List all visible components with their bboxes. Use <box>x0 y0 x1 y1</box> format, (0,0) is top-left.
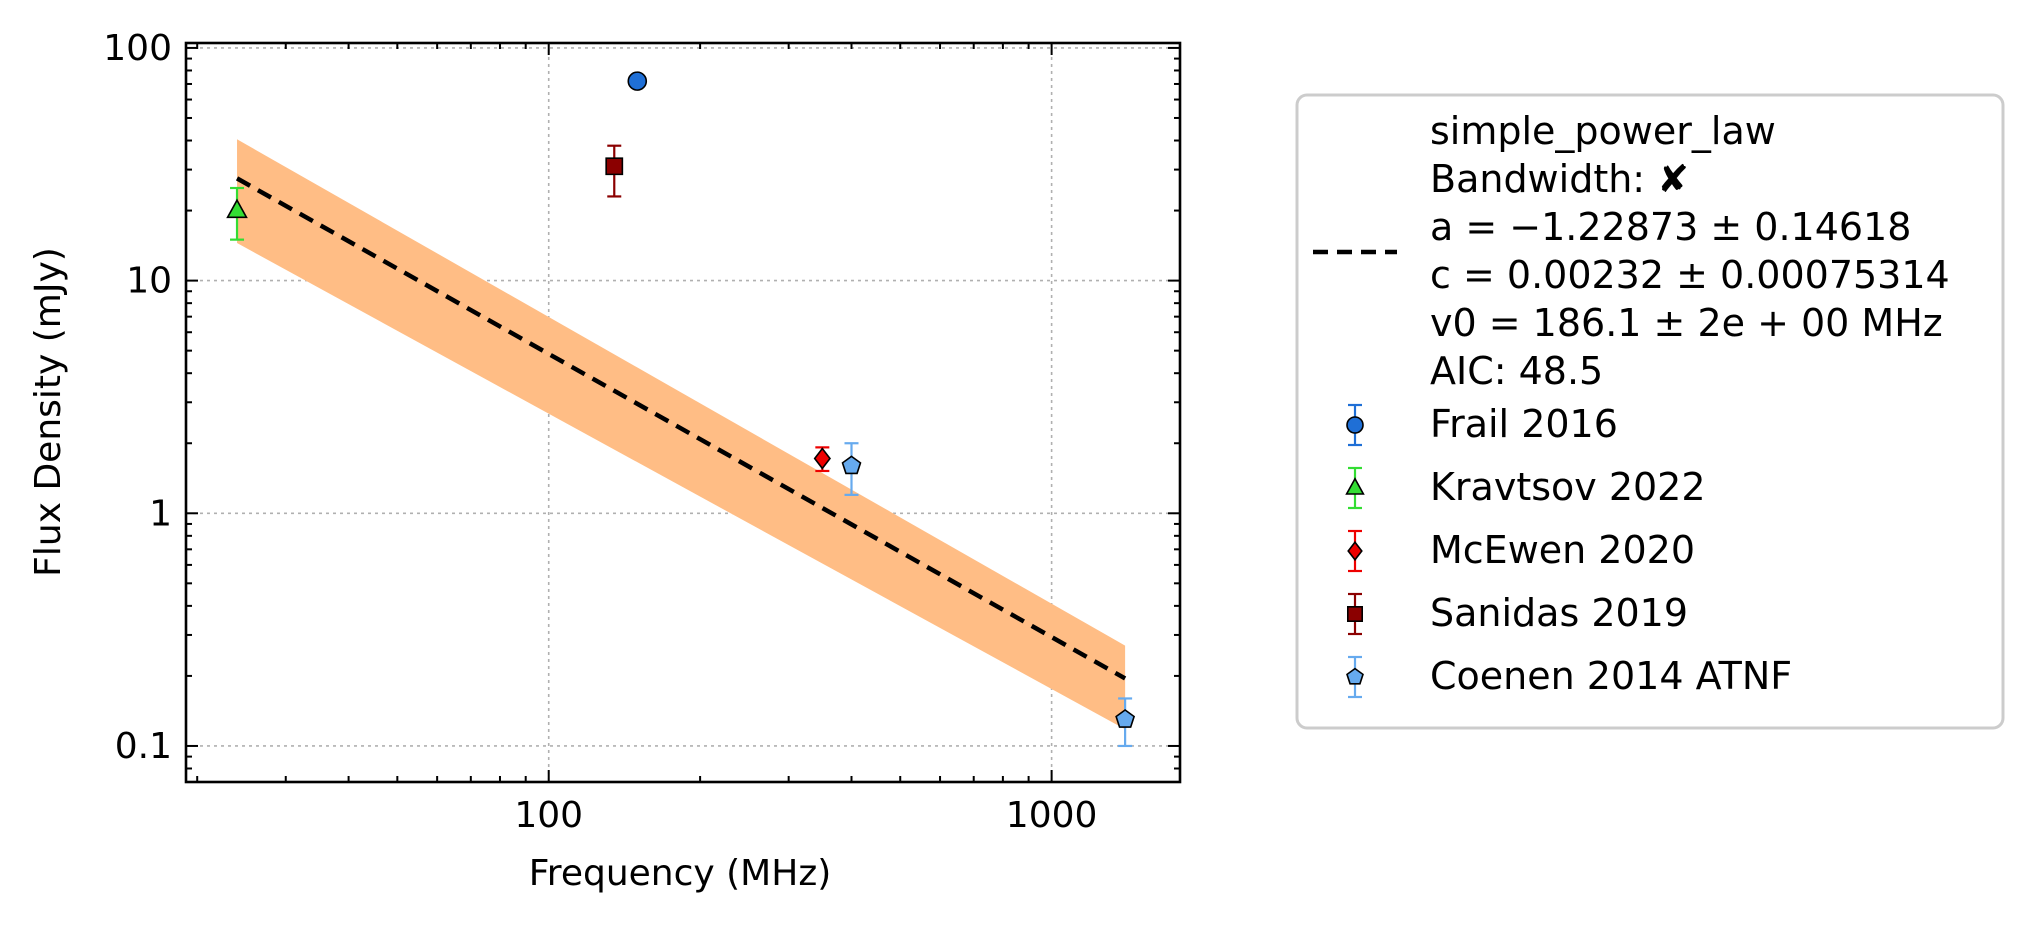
plot-frame <box>184 41 1182 784</box>
fit-uncertainty-band <box>237 139 1126 730</box>
data-point-frail-2016 <box>627 71 648 91</box>
data-point-mcewen-2020 <box>813 447 831 470</box>
legend-label-mcewen-2020: McEwen 2020 <box>1430 528 1695 572</box>
fit-line-group <box>235 176 1127 681</box>
legend-fit-text-line: Bandwidth: ✘ <box>1430 157 1689 201</box>
x-axis-label: Frequency (MHz) <box>529 853 832 894</box>
legend-fit-text-line: simple_power_law <box>1430 109 1776 153</box>
legend-label-coenen-2014-atnf: Coenen 2014 ATNF <box>1430 654 1792 698</box>
x-tick-label: 1000 <box>1006 795 1098 836</box>
legend-marker-kravtsov-2022 <box>1345 477 1365 495</box>
axes: 100 1000 0.1 1 10 100 <box>103 28 1182 836</box>
fit-band-area <box>237 139 1126 730</box>
x-tick-label: 100 <box>514 795 583 836</box>
y-axis-label: Flux Density (mJy) <box>28 247 69 577</box>
legend-label-kravtsov-2022: Kravtsov 2022 <box>1430 465 1706 509</box>
legend-marker-sanidas-2019 <box>1347 605 1363 623</box>
grid <box>186 43 1180 782</box>
data-points <box>226 71 1136 748</box>
legend-label-frail-2016: Frail 2016 <box>1430 402 1618 446</box>
fit-line <box>235 176 1127 681</box>
legend-box <box>1295 93 2005 730</box>
legend-fit-text-line: AIC: 48.5 <box>1430 349 1603 393</box>
data-point-coenen-2014-atnf <box>841 455 862 475</box>
legend-marker-mcewen-2020 <box>1347 540 1363 562</box>
data-point-coenen-2014-atnf <box>1115 709 1136 728</box>
legend-marker-frail-2016 <box>1346 416 1364 434</box>
y-tick-label: 10 <box>126 261 172 302</box>
y-tick-label: 0.1 <box>115 726 172 767</box>
y-tick-label: 1 <box>149 493 172 534</box>
legend-fit-text-line: c = 0.00232 ± 0.00075314 <box>1430 253 1950 297</box>
data-point-sanidas-2019 <box>605 157 624 176</box>
y-tick-label: 100 <box>103 28 172 69</box>
legend-fit-text-line: v0 = 186.1 ± 2e + 00 MHz <box>1430 301 1943 345</box>
legend-label-sanidas-2019: Sanidas 2019 <box>1430 591 1688 635</box>
legend-fit-text-line: a = −1.22873 ± 0.14618 <box>1430 205 1911 249</box>
legend-marker-coenen-2014-atnf <box>1346 667 1364 685</box>
data-point-kravtsov-2022 <box>226 198 248 219</box>
